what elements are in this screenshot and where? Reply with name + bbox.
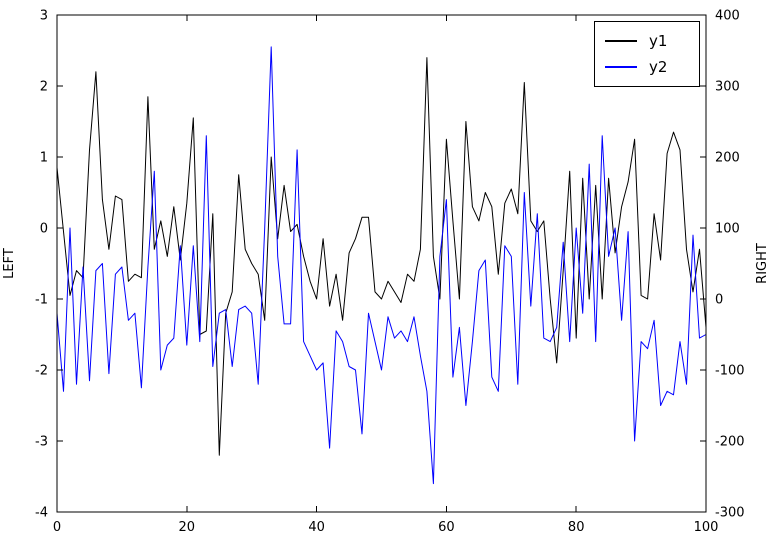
legend-entry-y2: y2: [605, 54, 689, 80]
left-y-tick-label: -2: [35, 364, 48, 379]
x-tick-label: 80: [568, 520, 585, 535]
left-y-tick-label: -3: [35, 435, 48, 450]
legend: y1 y2: [594, 21, 700, 87]
legend-label-y1: y1: [649, 32, 668, 50]
right-y-tick-label: 0: [715, 293, 723, 308]
right-y-tick-label: 300: [715, 80, 740, 95]
legend-label-y2: y2: [649, 58, 668, 76]
series-line-y1: [56, 57, 707, 456]
left-y-tick-label: -4: [35, 506, 48, 521]
right-axis-label: RIGHT: [754, 243, 770, 284]
left-y-tick-label: 3: [40, 9, 48, 24]
left-y-tick-label: 1: [40, 151, 48, 166]
x-tick-label: 100: [694, 520, 719, 535]
left-y-tick-label: -1: [35, 293, 48, 308]
x-tick-label: 60: [438, 520, 455, 535]
left-axis-label: LEFT: [1, 248, 17, 279]
right-y-tick-label: 400: [715, 9, 740, 24]
right-y-tick-label: 200: [715, 151, 740, 166]
right-y-tick-label: -100: [715, 364, 745, 379]
legend-entry-y1: y1: [605, 28, 689, 54]
axes-frame: [56, 14, 707, 513]
x-tick-label: 40: [308, 520, 325, 535]
y1-line-swatch: [605, 40, 637, 42]
x-tick-label: 0: [53, 520, 61, 535]
right-y-tick-label: 100: [715, 222, 740, 237]
right-y-tick-label: -300: [715, 506, 745, 521]
x-tick-label: 20: [179, 520, 196, 535]
series-line-y2: [56, 46, 707, 485]
left-y-tick-label: 0: [40, 222, 48, 237]
y2-line-swatch: [605, 66, 637, 68]
left-y-tick-label: 2: [40, 80, 48, 95]
right-y-tick-label: -200: [715, 435, 745, 450]
